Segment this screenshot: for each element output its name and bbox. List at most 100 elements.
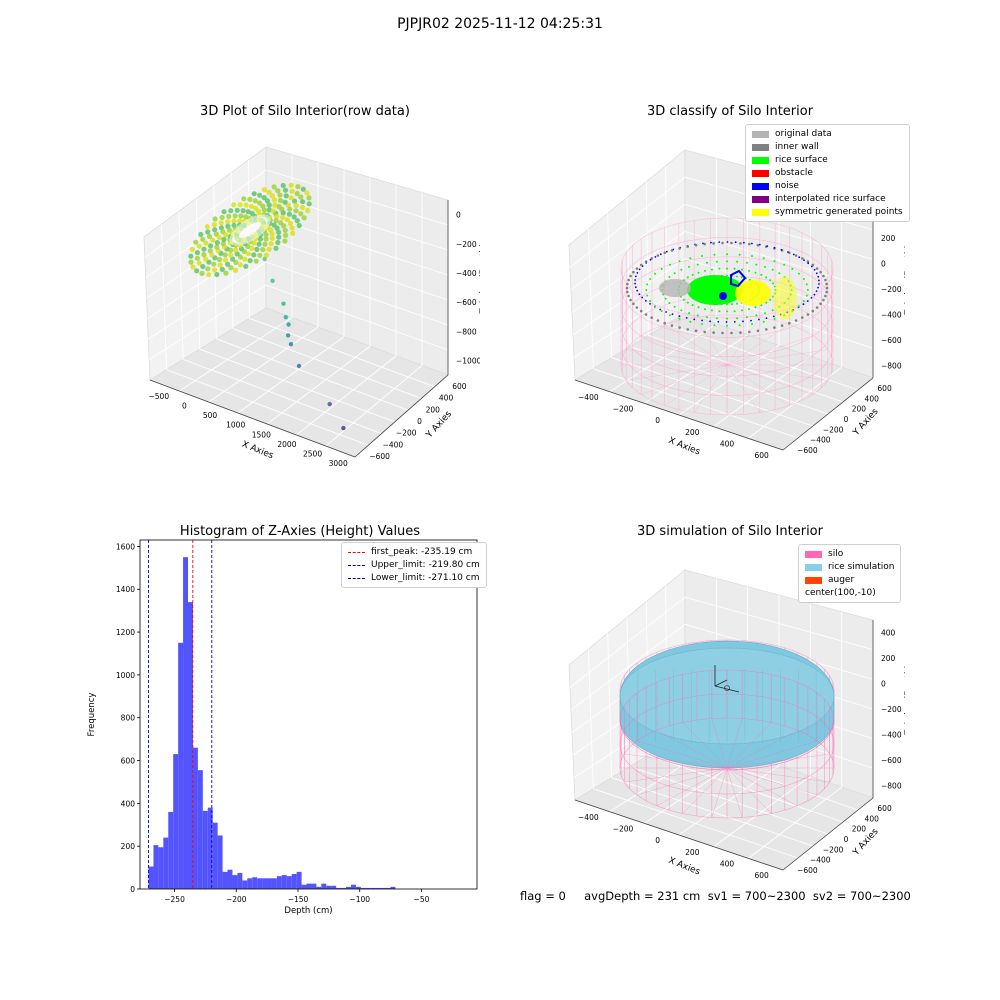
y-tick-label: 200	[121, 842, 136, 851]
simulation-legend: silo rice simulation auger center(100,-10)	[798, 544, 902, 603]
wall-grid-line	[265, 284, 449, 351]
z-tick-label: −400	[881, 730, 902, 739]
floor-grid-line	[325, 365, 423, 447]
rice-point	[278, 220, 284, 226]
inner-wall-point	[819, 302, 822, 306]
noise-point	[634, 282, 636, 285]
y-axis-line	[354, 374, 449, 458]
rice-point	[254, 246, 260, 252]
inner-wall-point	[703, 330, 706, 334]
panel-title-simulation: 3D simulation of Silo Interior	[637, 524, 823, 539]
rice-point	[216, 234, 222, 240]
noise-point	[772, 315, 775, 318]
noise-point	[803, 259, 805, 261]
wall-grid-line	[569, 596, 686, 688]
rice-surface-point	[771, 268, 774, 271]
rice-surface-point	[769, 298, 772, 301]
histogram-bar	[197, 770, 203, 889]
rice-surface-point	[740, 276, 743, 279]
z-tick-label: 0	[881, 680, 886, 689]
inner-wall-point	[721, 241, 724, 245]
rice-point	[296, 222, 302, 229]
rice-surface-point	[706, 261, 708, 264]
silo-floor-spoke	[726, 335, 813, 366]
rice-surface-point	[806, 289, 809, 291]
legend-label: noise	[775, 181, 799, 191]
rice-surface-point	[646, 283, 649, 286]
legend-swatch	[752, 131, 769, 138]
x-tick-label: 400	[720, 440, 735, 449]
noise-point	[638, 268, 641, 271]
inner-wall-point	[629, 298, 632, 302]
rice-surface-point	[696, 263, 699, 266]
inner-wall-point	[825, 286, 829, 290]
noise-point	[718, 241, 721, 244]
rice-point	[223, 270, 229, 276]
silo-floor-spoke	[664, 364, 728, 406]
inner-wall-point	[801, 316, 804, 319]
rice-point	[300, 199, 306, 205]
noise-point	[792, 253, 795, 256]
y-tick-label: −200	[823, 845, 844, 854]
rice-point	[198, 231, 204, 238]
histogram-bar	[227, 869, 233, 889]
noise-point	[810, 265, 813, 268]
noise-point	[726, 241, 729, 243]
rice-point	[188, 259, 194, 265]
noise-cluster	[719, 292, 727, 300]
rice-surface-point	[762, 320, 765, 323]
rice-point	[208, 243, 214, 249]
silo-floor-spoke	[682, 767, 728, 814]
z-tick-label: −800	[881, 781, 902, 790]
y-tick-label: −400	[383, 440, 404, 449]
rice-point	[228, 208, 234, 214]
y-tick-label: 0	[844, 415, 849, 424]
inner-wall-point	[811, 309, 815, 313]
histogram-bar	[360, 887, 366, 889]
legend-item: rice simulation	[805, 561, 894, 574]
rice-point	[271, 222, 277, 228]
rice-point	[242, 256, 248, 262]
rice-point	[305, 207, 311, 214]
rice-point	[263, 236, 269, 242]
rice-surface-point	[696, 314, 699, 317]
inner-wall-point	[780, 324, 784, 327]
symmetric-generated-points	[735, 280, 771, 306]
rice-point	[214, 240, 220, 246]
y-axis-label: Frequency	[87, 693, 97, 737]
noise-point	[758, 318, 760, 321]
original-data-points	[659, 279, 691, 297]
histogram-bar	[267, 878, 272, 889]
rice-point	[288, 182, 294, 188]
silo-floor-spoke	[626, 349, 728, 366]
noise-point	[818, 279, 820, 282]
rice-surface-point	[748, 308, 750, 311]
noise-point	[818, 283, 820, 285]
rice-surface-point	[726, 260, 728, 263]
histogram-bar	[207, 807, 213, 889]
plot-frame	[139, 539, 478, 890]
rice-point	[194, 250, 200, 256]
rice-surface-point	[797, 305, 800, 308]
rice-point	[211, 261, 217, 267]
legend-swatch	[752, 157, 769, 164]
floor-grid-line	[666, 323, 859, 391]
silo-floor-spoke	[636, 767, 728, 796]
legend-swatch	[752, 183, 769, 190]
x-tick-label: 2000	[277, 440, 296, 449]
noise-point	[733, 321, 736, 323]
noise-point	[638, 293, 641, 296]
noise-point	[710, 241, 712, 244]
outlier-points	[262, 256, 346, 431]
noise-point	[751, 242, 753, 245]
rice-surface-point	[805, 294, 808, 297]
inner-wall-point	[670, 324, 674, 327]
rice-surface-point	[746, 316, 748, 319]
rice-surface-point	[718, 267, 721, 270]
noise-point	[758, 243, 761, 246]
rice-surface-point	[680, 309, 683, 312]
wall-grid-line	[144, 169, 267, 258]
legend-line-swatch	[348, 565, 365, 566]
histogram-bar	[192, 747, 198, 889]
rice-point	[231, 202, 237, 208]
